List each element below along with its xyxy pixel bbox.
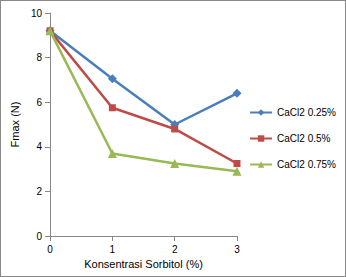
svg-text:CaCl2 0.5%: CaCl2 0.5% bbox=[277, 133, 330, 144]
svg-text:CaCl2 0.25%: CaCl2 0.25% bbox=[277, 107, 336, 118]
svg-text:8: 8 bbox=[36, 52, 42, 63]
svg-text:Konsentrasi Sorbitol (%): Konsentrasi Sorbitol (%) bbox=[84, 258, 203, 270]
svg-text:1: 1 bbox=[110, 244, 116, 255]
svg-text:CaCl2 0.75%: CaCl2 0.75% bbox=[277, 159, 336, 170]
svg-text:Fmax (N): Fmax (N) bbox=[9, 102, 21, 148]
svg-text:0: 0 bbox=[47, 244, 53, 255]
svg-text:6: 6 bbox=[36, 97, 42, 108]
svg-text:0: 0 bbox=[36, 231, 42, 242]
svg-text:3: 3 bbox=[234, 244, 240, 255]
svg-text:10: 10 bbox=[31, 8, 43, 19]
svg-text:4: 4 bbox=[36, 141, 42, 152]
svg-text:2: 2 bbox=[172, 244, 178, 255]
svg-text:2: 2 bbox=[36, 186, 42, 197]
